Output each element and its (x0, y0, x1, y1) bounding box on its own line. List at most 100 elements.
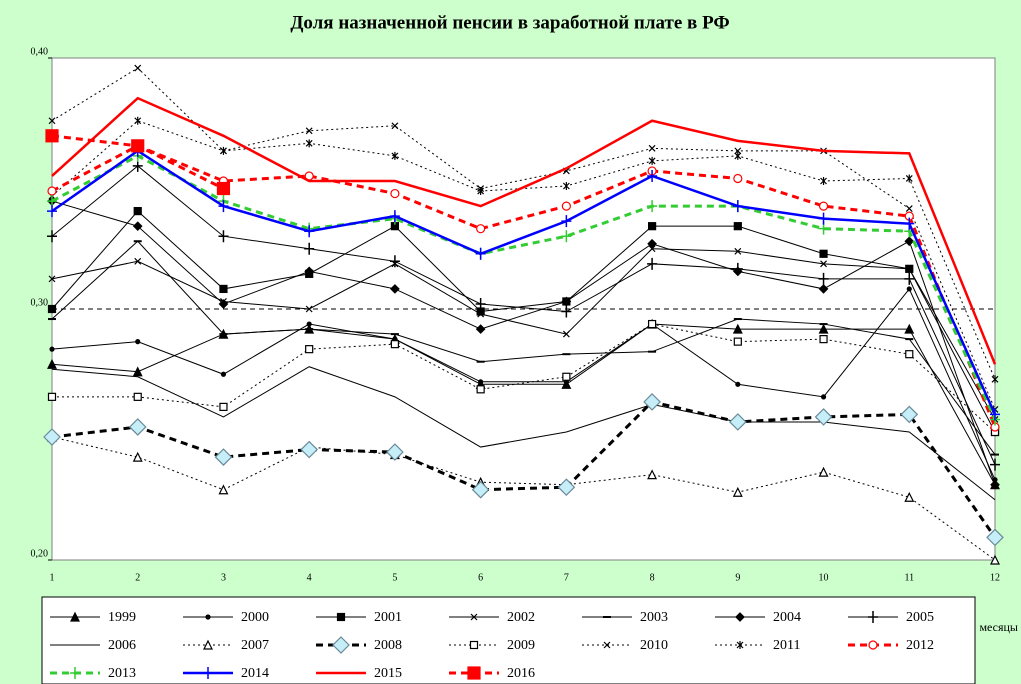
legend-label: 2004 (773, 610, 801, 625)
series-marker (304, 242, 315, 255)
legend-marker (736, 641, 744, 649)
series-marker (133, 207, 142, 216)
series-marker (819, 249, 828, 258)
series-marker (390, 284, 400, 294)
series-marker (561, 305, 572, 318)
series-line (51, 165, 996, 465)
x-tick-label: 2 (135, 572, 140, 583)
series-marker (218, 299, 229, 309)
series-marker (818, 284, 829, 294)
series-marker (134, 116, 142, 125)
x-tick-label: 1 (50, 572, 55, 583)
series-marker (991, 375, 999, 384)
series-marker (47, 186, 57, 196)
series-marker (133, 392, 142, 401)
series-marker (391, 151, 399, 160)
series-marker (818, 212, 829, 225)
series-marker (990, 458, 1000, 471)
series-marker (476, 385, 485, 394)
series-marker (305, 305, 313, 313)
series-line (51, 366, 996, 501)
series-marker (647, 222, 657, 231)
series-marker (476, 224, 486, 234)
series-marker (562, 372, 571, 381)
series-line (51, 154, 997, 421)
series-marker (219, 284, 228, 294)
series-marker (732, 262, 743, 275)
series-marker (905, 205, 913, 213)
legend-label: 2005 (906, 610, 934, 625)
series-marker (647, 200, 658, 213)
series-line (51, 120, 996, 380)
series-line (51, 96, 997, 365)
series-marker (648, 144, 656, 152)
series-marker (132, 451, 143, 462)
x-tick-label: 3 (221, 572, 226, 583)
legend-label: 2016 (507, 666, 535, 681)
legend-marker (469, 640, 479, 650)
series-marker (732, 486, 743, 497)
chart-title: Доля назначенной пенсии в заработной пла… (290, 12, 729, 33)
series-marker (47, 195, 57, 208)
series-marker (300, 440, 319, 459)
series-marker (43, 428, 61, 446)
x-tick-label: 8 (650, 572, 655, 583)
series-marker (732, 200, 743, 213)
series-marker (304, 225, 315, 238)
series-line (51, 144, 997, 428)
series-marker (49, 346, 55, 352)
legend-label: 2006 (108, 638, 136, 653)
series-marker (478, 379, 484, 385)
series-marker (304, 266, 315, 277)
legend-label: 2011 (773, 638, 800, 653)
legend-marker (70, 611, 80, 622)
legend-label: 2008 (374, 638, 402, 653)
series-marker (475, 247, 486, 260)
series-marker (734, 147, 742, 155)
series-marker (820, 260, 827, 268)
series-marker (305, 139, 313, 148)
series-marker (47, 230, 57, 243)
series-marker (818, 272, 829, 285)
y-tick-label: 0,40 (31, 46, 49, 57)
series-marker (905, 350, 914, 359)
series-marker (561, 230, 572, 243)
legend-label: 2002 (507, 610, 535, 625)
series-marker (647, 169, 658, 182)
series-marker (819, 335, 828, 344)
series-marker (647, 319, 657, 329)
series-marker (306, 321, 312, 327)
legend-label: 2001 (374, 610, 402, 625)
series-marker (134, 257, 142, 265)
series-marker (475, 297, 486, 310)
series-marker (733, 173, 743, 184)
series-marker (904, 272, 915, 285)
legend-marker (203, 639, 213, 650)
legend-marker (603, 641, 611, 649)
series-marker (647, 469, 658, 480)
x-axis-label: месяцы (979, 620, 1018, 634)
series-marker (477, 310, 485, 318)
legend-label: 2015 (374, 666, 402, 681)
legend-marker (205, 614, 211, 620)
series-marker (214, 448, 233, 466)
y-tick-label: 0,30 (31, 297, 49, 308)
series-marker (647, 257, 658, 270)
legend-marker (203, 667, 213, 679)
x-tick-label: 11 (904, 572, 914, 583)
series-marker (728, 413, 747, 431)
legend-box (41, 596, 976, 684)
legend-label: 2013 (108, 666, 136, 681)
series-marker (561, 215, 572, 228)
x-tick-label: 5 (392, 572, 397, 583)
legend-label: 2003 (640, 610, 668, 625)
series-marker (818, 222, 829, 235)
series-line (51, 287, 996, 480)
legend-label: 2014 (241, 666, 269, 681)
legend-marker (470, 613, 478, 621)
series-marker (218, 230, 229, 243)
series-marker (562, 182, 570, 191)
series-marker (562, 330, 570, 338)
series-marker (390, 188, 400, 199)
